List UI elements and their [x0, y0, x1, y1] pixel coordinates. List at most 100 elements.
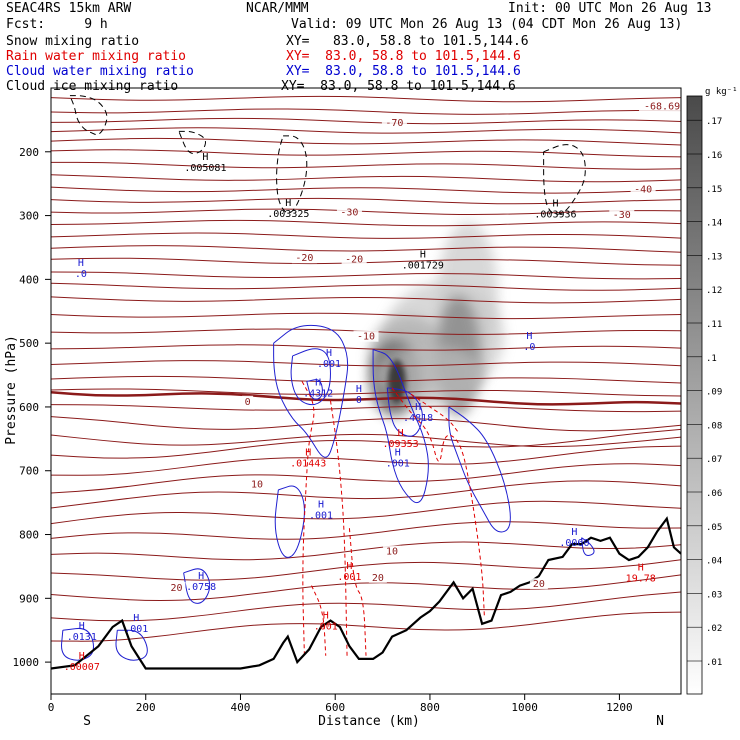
temperature-isotherm	[51, 463, 681, 494]
cloud-water-contour	[372, 349, 429, 504]
snow-max-marker: H	[202, 152, 208, 163]
cloud-max-value: .0060	[559, 538, 589, 549]
temperature-isotherm	[51, 500, 681, 525]
cloud-water-contour	[183, 568, 211, 604]
colorbar-tick-label: .01	[706, 658, 722, 668]
cloud-max-value: .0	[523, 342, 535, 353]
snow-max-marker: H	[420, 250, 426, 261]
y-tick-label: 500	[19, 337, 39, 350]
cloud-max-marker: H	[326, 348, 332, 359]
colorbar-tick-label: .17	[706, 117, 722, 127]
cloud-water-contour	[273, 324, 349, 458]
y-axis-title: Pressure (hPa)	[4, 335, 19, 445]
rain-max-value: .09353	[383, 439, 419, 450]
cloud-max-value: .001	[317, 359, 341, 370]
temperature-isotherm	[51, 161, 681, 170]
temperature-isotherm	[51, 445, 681, 476]
source-label: NCAR/MMM	[246, 1, 309, 16]
rain-water-contour	[301, 381, 315, 656]
colorbar-tick-label: .05	[706, 523, 722, 533]
snow-max-value: .001729	[402, 261, 444, 272]
x-tick-label: 600	[325, 701, 345, 714]
colorbar-tick-label: .02	[706, 624, 722, 634]
temperature-label-bg	[383, 545, 402, 557]
x-tick-label: 800	[420, 701, 440, 714]
temperature-isotherm	[51, 388, 681, 397]
rain-max-value: .00007	[64, 662, 100, 673]
colorbar-tick-label: .13	[706, 252, 722, 262]
cloud-ice-contour	[69, 95, 108, 136]
cloud-water-contour	[386, 387, 423, 437]
temperature-label-bg	[639, 100, 686, 112]
temperature-label: 10	[386, 547, 398, 558]
temperature-isotherm	[51, 360, 681, 367]
snow-max-value: .003325	[267, 209, 309, 220]
temperature-isotherm	[51, 433, 681, 448]
cloud-ice-contour	[178, 130, 207, 155]
rain-water-contour	[391, 387, 485, 618]
cloud-max-value: .4818	[403, 413, 433, 424]
temperature-label: 20	[372, 573, 384, 584]
y-tick-label: 200	[19, 146, 39, 159]
cloud-ice-contour	[543, 144, 586, 215]
colorbar-ticks: .01 .02 .03 .04 .05 .06 .07 .08 .09 .1 .11 .12 .13 .1…	[687, 117, 722, 668]
freezing-level-isotherm	[51, 391, 681, 406]
rain-max-marker: H	[398, 428, 404, 439]
temperature-label: -70	[385, 118, 403, 129]
cloud-max-marker: H	[415, 402, 421, 413]
cloud-max-marker: H	[133, 613, 139, 624]
temperature-isotherm	[51, 559, 681, 581]
cloud-water-contour	[306, 379, 323, 400]
cloud-water-contour	[290, 348, 331, 406]
temperature-label: -30	[613, 210, 631, 221]
rain-max-marker: H	[346, 561, 352, 572]
temperature-label: -68.69	[644, 101, 680, 112]
temperature-isotherm	[51, 480, 681, 509]
temperature-label-bg	[353, 330, 379, 342]
colorbar-tick-label: .16	[706, 151, 722, 161]
temperature-label: 10	[251, 480, 263, 491]
rain-max-value: .001	[337, 572, 361, 583]
cloud-max-value: .0131	[67, 632, 97, 643]
cloud-max-value: .001	[124, 624, 148, 635]
y-tick-label: 900	[19, 592, 39, 605]
temperature-label-bg	[242, 395, 254, 407]
field-label-ice: Cloud ice mixing ratio	[6, 79, 179, 94]
temperature-isotherm	[51, 117, 681, 125]
temperature-label-bg	[341, 253, 367, 265]
rain-water-contour	[348, 528, 367, 656]
temperature-label-bg	[609, 208, 635, 220]
plot-frame	[50, 87, 682, 695]
rain-max-marker: H	[323, 611, 329, 622]
colorbar-tick-label: .06	[706, 489, 722, 499]
forecast-hour: Fcst: 9 h	[6, 17, 108, 32]
cloud-water-contour	[448, 406, 511, 533]
field-xy-cloud: XY= 83.0, 58.8 to 101.5,144.6	[286, 64, 521, 79]
x-axis-title: Distance (km)	[318, 714, 420, 729]
temperature-isotherm	[51, 245, 681, 253]
snow-max-value: .003936	[534, 209, 576, 220]
cloud-water-contour	[274, 485, 305, 558]
temperature-isotherm	[51, 174, 681, 183]
cloud-water-contour	[115, 629, 148, 661]
cloud-max-marker: H	[318, 500, 324, 511]
cloud-max-value: .0758	[186, 582, 216, 593]
field-label-snow: Snow mixing ratio	[6, 34, 140, 49]
model-title: SEAC4RS 15km ARW	[6, 1, 132, 16]
cloud-max-marker: H	[315, 378, 321, 389]
rain-max-value: .001	[314, 622, 338, 633]
temperature-isotherm	[51, 312, 681, 320]
right-endpoint-label: N	[656, 714, 664, 729]
cloud-ice-contour	[276, 135, 308, 214]
colorbar-tick-label: .1	[706, 354, 717, 364]
cloud-max-marker: H	[198, 571, 204, 582]
cloud-max-marker: H	[395, 447, 401, 458]
colorbar-tick-label: .04	[706, 557, 722, 567]
x-tick-label: 1000	[511, 701, 538, 714]
temperature-isotherm	[51, 541, 681, 561]
field-label-rain: Rain water mixing ratio	[6, 49, 187, 64]
x-tick-label: 0	[48, 701, 55, 714]
snow-max-value: .005081	[184, 163, 226, 174]
